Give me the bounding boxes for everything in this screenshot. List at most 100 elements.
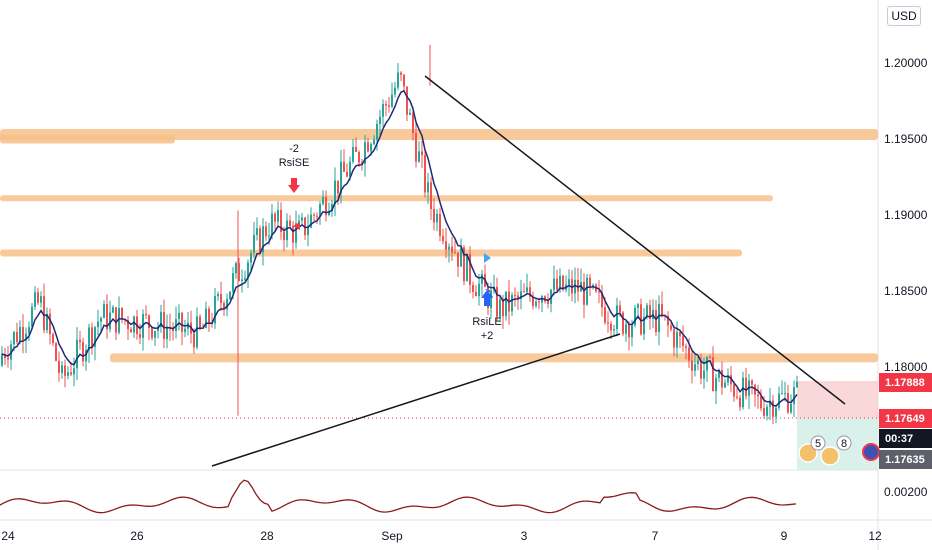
price-badge [879, 373, 932, 392]
candle-body [481, 274, 483, 284]
candle-body [532, 296, 534, 306]
candle-body [700, 360, 702, 379]
candle-body [328, 210, 330, 216]
candle-body [697, 360, 699, 365]
candle-body [295, 223, 297, 243]
buy-signal-qty: +2 [481, 330, 494, 342]
candle-body [25, 333, 27, 340]
event-count-bubble [836, 435, 852, 451]
candle-body [523, 291, 525, 293]
candle-body [223, 303, 225, 310]
candle-body [181, 312, 183, 332]
candle-body [193, 333, 195, 348]
candle-body [418, 151, 420, 162]
candle-body [772, 400, 774, 417]
candle-body [298, 220, 300, 224]
candle-body [538, 301, 540, 303]
candle-body [727, 375, 729, 383]
candle-body [349, 161, 351, 177]
candle-body [49, 313, 51, 335]
candle-body [625, 324, 627, 334]
candle-body [421, 151, 423, 156]
x-tick-label: 7 [652, 529, 659, 543]
x-tick-label: 24 [1, 529, 15, 543]
candle-body [37, 292, 39, 303]
candle-body [115, 307, 117, 333]
candle-body [784, 393, 786, 395]
candle-body [118, 307, 120, 333]
candle-body [763, 408, 765, 416]
candle-body [733, 384, 735, 397]
x-tick-label: 9 [781, 529, 788, 543]
candle-body [445, 241, 447, 250]
event-count: 5 [815, 438, 821, 450]
resistance-band [0, 249, 742, 257]
candle-body [73, 368, 75, 375]
candle-body [76, 339, 78, 369]
candle-body [55, 343, 57, 361]
x-tick-label: 26 [130, 529, 144, 543]
candle-body [415, 132, 417, 162]
candle-body [205, 308, 207, 328]
candle-body [82, 342, 84, 362]
candle-body [253, 235, 255, 253]
candle-body [304, 217, 306, 236]
sell-marker-icon [293, 222, 300, 230]
sell-signal-name: RsiSE [279, 157, 310, 169]
price-badge-label: 00:37 [885, 433, 913, 445]
candle-body [391, 94, 393, 107]
candle-body [160, 312, 162, 328]
candle-body [673, 329, 675, 348]
candle-body [469, 253, 471, 285]
candle-body [661, 304, 663, 315]
candle-body [586, 277, 588, 305]
y-tick-label: 1.19000 [884, 208, 928, 222]
candle-body [616, 305, 618, 330]
candle-body [739, 397, 741, 408]
candle-body [427, 182, 429, 193]
price-badge [879, 450, 932, 469]
candle-body [241, 279, 243, 281]
candle-body [16, 331, 18, 342]
candle-body [574, 279, 576, 294]
y-tick-label: 1.18500 [884, 284, 928, 298]
price-badge-label: 1.17888 [885, 377, 925, 389]
buy-signal-name: RsiLE [472, 316, 501, 328]
candle-body [355, 147, 357, 152]
candle-body [742, 377, 744, 408]
candle-body [781, 393, 783, 395]
candle-body [457, 252, 459, 267]
candle-body [643, 316, 645, 335]
candle-body [610, 323, 612, 331]
candle-body [13, 331, 15, 345]
candle-body [238, 263, 240, 281]
candle-body [250, 252, 252, 263]
currency-button[interactable]: USD [887, 6, 921, 26]
candle-body [478, 283, 480, 297]
candle-body [109, 312, 111, 330]
candle-body [559, 275, 561, 290]
candle-body [709, 356, 711, 358]
buy-arrow-icon [481, 290, 493, 306]
candle-body [106, 304, 108, 330]
resistance-band [0, 195, 773, 202]
candle-body [724, 382, 726, 388]
candle-body [670, 325, 672, 330]
candle-body [433, 209, 435, 223]
candle-body [460, 247, 462, 267]
candle-body [379, 116, 381, 124]
candle-body [199, 316, 201, 328]
y-tick-label: 1.18000 [884, 360, 928, 374]
candle-body [691, 360, 693, 371]
candle-body [598, 291, 600, 293]
candle-body [301, 217, 303, 221]
candle-body [514, 295, 516, 297]
candle-body [601, 292, 603, 308]
candle-body [70, 372, 72, 375]
candle-body [385, 104, 387, 106]
candle-body [79, 339, 81, 343]
candle-body [547, 301, 549, 304]
candle-body [22, 326, 24, 340]
x-tick-label: 3 [521, 529, 528, 543]
